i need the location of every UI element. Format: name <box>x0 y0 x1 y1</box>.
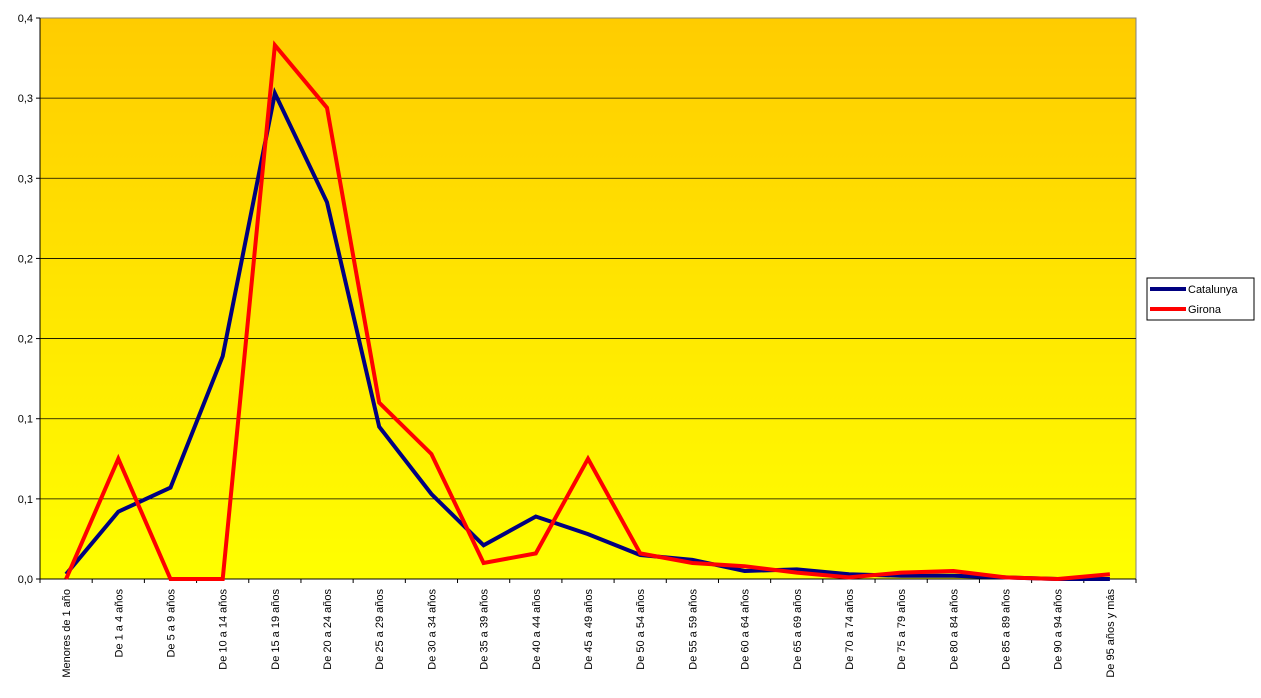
x-tick-label: De 10 a 14 años <box>218 589 230 670</box>
y-tick-label: 0,3 <box>18 93 33 105</box>
x-tick-label: De 90 a 94 años <box>1053 589 1065 670</box>
x-tick-label: De 35 a 39 años <box>479 589 491 670</box>
x-tick-label: De 15 a 19 años <box>270 589 282 670</box>
x-axis: Menores de 1 año De 1 a 4 años De 5 a 9 añ… <box>39 579 1137 678</box>
x-tick-label: De 60 a 64 años <box>740 589 752 670</box>
y-tick-label: 0,1 <box>18 414 33 426</box>
x-tick-label: De 85 a 89 años <box>1001 589 1013 670</box>
y-tick-label: 0,3 <box>18 173 33 185</box>
series-line-girona <box>64 40 1111 582</box>
series-lines <box>64 40 1111 582</box>
y-tick-label: 0,1 <box>18 494 33 506</box>
y-tick-label: 0,2 <box>18 253 33 265</box>
x-tick-label: De 40 a 44 años <box>531 589 543 670</box>
x-tick-label: Menores de 1 año <box>61 589 73 678</box>
x-tick-label: De 65 a 69 años <box>792 589 804 670</box>
x-tick-label: De 30 a 34 años <box>426 589 438 670</box>
x-tick-label: De 75 a 79 años <box>896 589 908 670</box>
x-tick-label: De 5 a 9 años <box>165 589 177 658</box>
gridlines <box>40 97 1136 500</box>
legend: Catalunya Girona <box>1146 277 1255 321</box>
legend-label-girona: Girona <box>1188 304 1222 316</box>
legend-label-catalunya: Catalunya <box>1188 284 1238 296</box>
x-tick-label: De 50 a 54 años <box>635 589 647 670</box>
series-line-catalunya <box>64 87 1110 581</box>
y-tick-label: 0,2 <box>18 334 33 346</box>
x-tick-label: De 70 a 74 años <box>844 589 856 670</box>
x-tick-label: De 20 a 24 años <box>322 589 334 670</box>
plot-area <box>39 17 1137 580</box>
y-tick-label: 0,4 <box>18 13 33 25</box>
x-tick-label: De 1 a 4 años <box>113 589 125 658</box>
x-tick-label: De 80 a 84 años <box>948 589 960 670</box>
x-tick-label: De 95 años y más <box>1105 589 1117 678</box>
x-tick-label: De 25 a 29 años <box>374 589 386 670</box>
y-tick-label: 0,0 <box>18 574 33 586</box>
x-tick-label: De 55 a 59 años <box>687 589 699 670</box>
x-tick-label: De 45 a 49 años <box>583 589 595 670</box>
legend-box <box>1146 277 1255 321</box>
